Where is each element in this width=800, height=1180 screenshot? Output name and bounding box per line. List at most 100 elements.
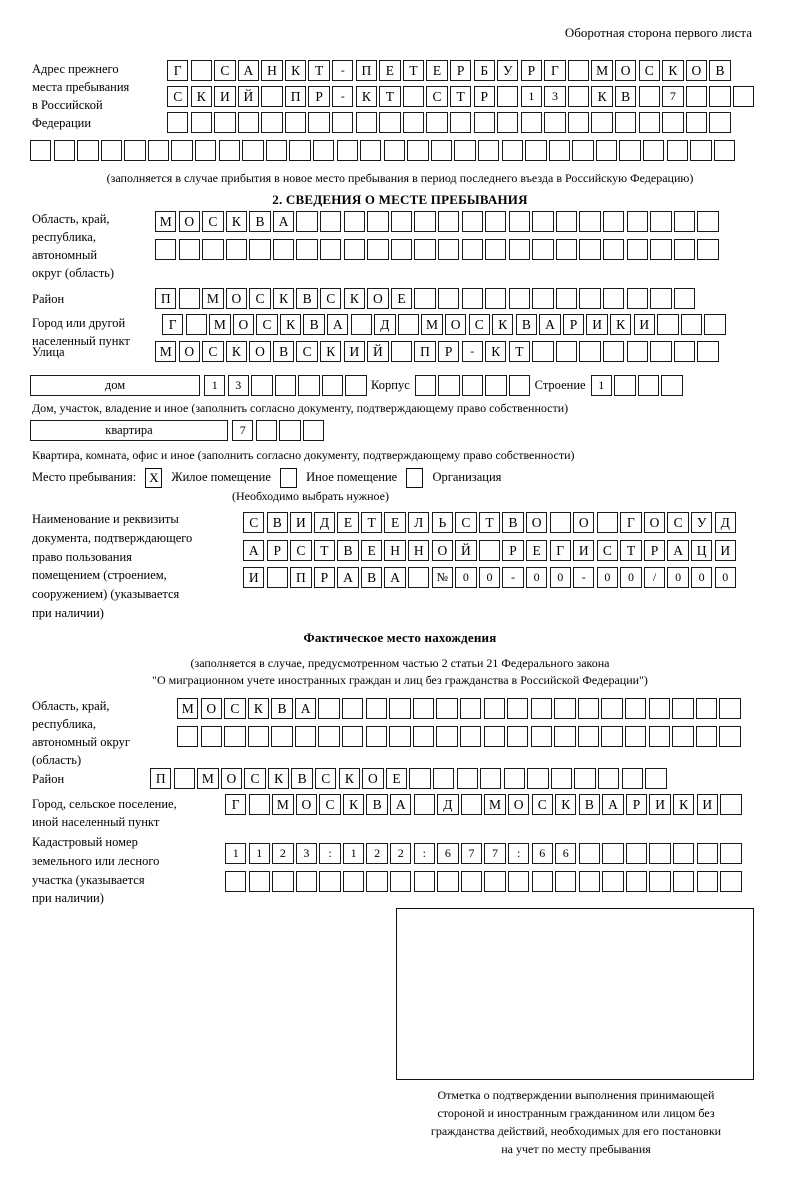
char-cell[interactable] — [265, 140, 288, 162]
char-cell[interactable] — [507, 698, 529, 720]
char-cell[interactable]: С — [167, 86, 189, 108]
char-cell[interactable]: 6 — [531, 843, 553, 865]
char-cell[interactable] — [247, 726, 270, 748]
char-cell[interactable] — [167, 112, 189, 134]
char-cell[interactable]: К — [190, 86, 212, 108]
char-cell[interactable] — [625, 843, 648, 865]
char-cell[interactable] — [484, 871, 506, 893]
char-cell[interactable] — [390, 871, 412, 893]
char-cell[interactable]: Р — [502, 540, 524, 562]
char-cell[interactable]: С — [638, 60, 660, 82]
char-cell[interactable] — [237, 112, 260, 134]
char-cell[interactable] — [355, 112, 378, 134]
char-cell[interactable] — [508, 211, 531, 233]
char-cell[interactable]: К — [485, 341, 507, 363]
char-cell[interactable]: 7 — [232, 420, 254, 442]
char-cell[interactable]: Й — [455, 540, 477, 562]
char-cell[interactable]: Т — [478, 512, 501, 534]
char-cell[interactable] — [626, 288, 648, 310]
char-cell[interactable]: О — [200, 698, 222, 720]
char-cell[interactable] — [271, 726, 293, 748]
char-cell[interactable]: В — [266, 512, 288, 534]
char-cell[interactable] — [673, 341, 696, 363]
char-cell[interactable]: К — [609, 314, 632, 336]
char-cell[interactable] — [342, 726, 364, 748]
char-cell[interactable] — [602, 288, 625, 310]
char-cell[interactable]: Г — [162, 314, 184, 336]
char-cell[interactable]: Р — [449, 60, 472, 82]
char-cell[interactable] — [367, 239, 389, 261]
char-cell[interactable]: П — [155, 288, 177, 310]
char-cell[interactable] — [365, 698, 388, 720]
char-cell[interactable] — [318, 698, 340, 720]
char-cell[interactable] — [673, 239, 696, 261]
char-cell[interactable] — [555, 871, 577, 893]
char-cell[interactable]: С — [256, 314, 278, 336]
char-cell[interactable]: А — [272, 211, 295, 233]
char-cell[interactable] — [409, 768, 431, 790]
char-cell[interactable]: 1 — [248, 843, 270, 865]
stamp-box[interactable] — [396, 908, 754, 1080]
char-cell[interactable]: Д — [714, 512, 736, 534]
char-cell[interactable] — [507, 871, 530, 893]
char-cell[interactable]: В — [337, 540, 359, 562]
char-cell[interactable] — [574, 768, 596, 790]
char-cell[interactable] — [312, 140, 335, 162]
char-cell[interactable]: 0 — [455, 567, 477, 589]
char-cell[interactable]: М — [177, 698, 199, 720]
char-cell[interactable]: 0 — [525, 567, 548, 589]
char-cell[interactable] — [531, 871, 553, 893]
char-cell[interactable]: Т — [379, 86, 401, 108]
char-cell[interactable]: 3 — [295, 843, 318, 865]
char-cell[interactable]: С — [531, 794, 553, 816]
char-cell[interactable] — [662, 112, 684, 134]
char-cell[interactable]: В — [303, 314, 325, 336]
char-cell[interactable]: М — [202, 288, 224, 310]
char-cell[interactable] — [485, 239, 507, 261]
char-cell[interactable]: У — [497, 60, 519, 82]
char-cell[interactable] — [224, 726, 246, 748]
char-cell[interactable] — [530, 726, 553, 748]
char-cell[interactable] — [578, 843, 601, 865]
char-cell[interactable] — [719, 726, 741, 748]
char-cell[interactable] — [713, 140, 736, 162]
char-cell[interactable]: Е — [337, 512, 359, 534]
char-cell[interactable]: И — [343, 341, 366, 363]
char-cell[interactable] — [248, 794, 270, 816]
char-cell[interactable] — [460, 794, 483, 816]
char-cell[interactable] — [527, 768, 549, 790]
char-cell[interactable] — [532, 288, 554, 310]
char-cell[interactable] — [379, 112, 401, 134]
char-cell[interactable] — [332, 112, 354, 134]
char-cell[interactable]: М — [155, 211, 177, 233]
char-cell[interactable] — [289, 140, 311, 162]
char-cell[interactable]: О — [643, 512, 666, 534]
char-cell[interactable] — [477, 140, 500, 162]
char-cell[interactable]: И — [573, 540, 595, 562]
char-cell[interactable] — [350, 314, 373, 336]
char-cell[interactable]: О — [295, 794, 318, 816]
char-cell[interactable]: Р — [643, 540, 666, 562]
char-cell[interactable] — [650, 341, 672, 363]
char-cell[interactable] — [577, 698, 600, 720]
char-cell[interactable]: 7 — [484, 843, 506, 865]
char-cell[interactable] — [279, 420, 301, 442]
char-cell[interactable] — [601, 698, 623, 720]
cadastral-row-2[interactable] — [225, 871, 744, 893]
char-cell[interactable] — [530, 698, 553, 720]
char-cell[interactable]: С — [249, 288, 271, 310]
char-cell[interactable] — [695, 698, 718, 720]
char-cell[interactable]: С — [290, 540, 312, 562]
char-cell[interactable]: Р — [625, 794, 648, 816]
char-cell[interactable]: Г — [620, 512, 642, 534]
char-cell[interactable]: Р — [266, 540, 288, 562]
char-cell[interactable] — [595, 140, 618, 162]
char-cell[interactable]: О — [431, 540, 454, 562]
char-cell[interactable]: Е — [385, 768, 408, 790]
char-cell[interactable] — [690, 140, 712, 162]
char-cell[interactable]: К — [662, 60, 684, 82]
char-cell[interactable] — [248, 871, 270, 893]
